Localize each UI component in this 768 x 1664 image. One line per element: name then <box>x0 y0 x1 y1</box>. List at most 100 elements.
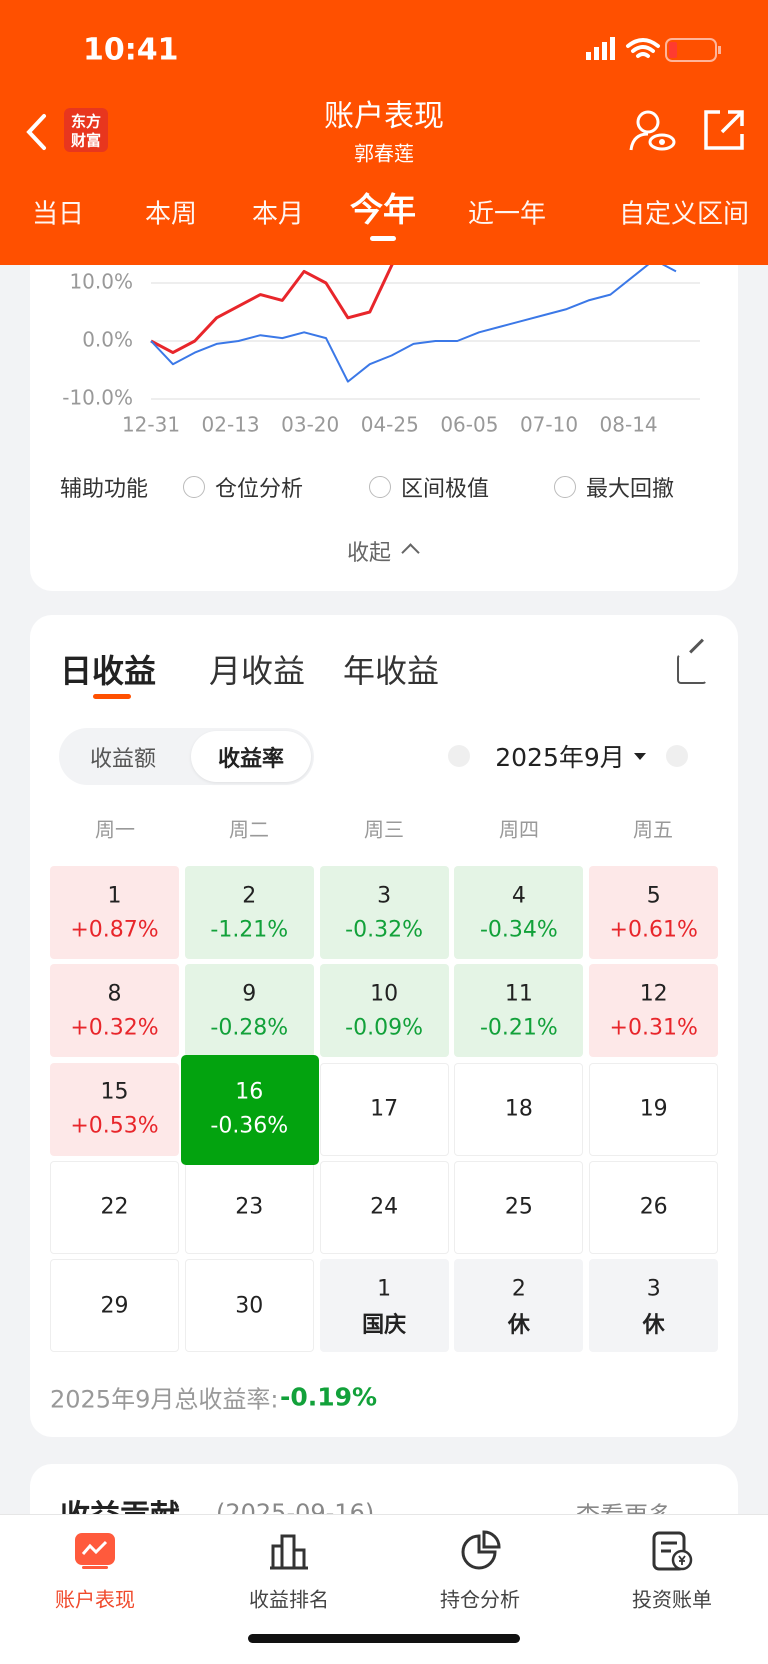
calendar-cell[interactable] <box>454 1259 584 1353</box>
calendar-cell[interactable] <box>50 866 179 959</box>
returns-tab[interactable]: 年收益 <box>343 652 440 690</box>
cell-day: 23 <box>235 1194 264 1220</box>
cell-day: 16 <box>235 1079 264 1105</box>
calendar-cell[interactable] <box>184 1160 314 1254</box>
cell-value: -0.36% <box>210 1113 289 1139</box>
cell-day: 9 <box>242 981 257 1007</box>
calendar-cell[interactable] <box>319 964 449 1058</box>
cell-value: -1.21% <box>210 917 289 942</box>
segment-option[interactable]: 收益率 <box>217 747 285 772</box>
calendar-cell[interactable] <box>589 1062 719 1156</box>
x-tick-label: 06-05 <box>440 413 498 437</box>
calendar-cell[interactable] <box>454 1062 584 1156</box>
cell-value: +0.31% <box>609 1015 698 1041</box>
cell-day: 2 <box>242 883 257 908</box>
cell-day: 18 <box>504 1096 533 1122</box>
radio-label[interactable]: 仓位分析 <box>215 477 304 502</box>
period-tab[interactable]: 今年 <box>350 190 416 229</box>
cell-day: 5 <box>646 883 661 908</box>
logo-text: 财富 <box>70 131 102 150</box>
calendar-cell[interactable] <box>184 866 314 959</box>
calendar-cell[interactable] <box>184 1259 314 1353</box>
returns-tab[interactable]: 月收益 <box>209 652 306 690</box>
calendar-cell[interactable] <box>50 1062 179 1156</box>
radio[interactable] <box>183 476 205 498</box>
period-tab[interactable]: 自定义区间 <box>618 199 750 230</box>
nav-icon <box>461 1530 501 1570</box>
tab-underline <box>370 236 396 241</box>
weekday: 周一 <box>95 817 135 842</box>
calendar-cell[interactable] <box>589 964 719 1058</box>
header: 10:41 东方 财富 账户表现 郭春莲 当日 本周 本月 今年 近一年 自定义区间 <box>0 0 768 265</box>
cell-value: +0.87% <box>70 917 159 942</box>
period-tab[interactable]: 当日 <box>31 199 85 230</box>
nav-item[interactable]: 投资账单 <box>632 1587 712 1612</box>
total-label: 2025年9月总收益率: <box>50 1385 279 1414</box>
calendar-cell[interactable] <box>589 866 719 959</box>
calendar-cell[interactable] <box>50 964 179 1058</box>
line-series <box>150 265 677 383</box>
status-icons <box>586 37 721 62</box>
period-tab[interactable]: 本月 <box>251 199 305 230</box>
month-label[interactable]: 2025年9月 <box>495 743 625 772</box>
radio[interactable] <box>554 476 576 498</box>
cell-value: +0.53% <box>70 1113 159 1139</box>
calendar-cell[interactable] <box>319 866 449 959</box>
calendar-cell[interactable] <box>454 1160 584 1254</box>
calendar-cell-selected[interactable] <box>180 1054 319 1165</box>
month-nav-button[interactable] <box>448 745 470 767</box>
back-button[interactable] <box>24 113 48 151</box>
cell-day: 3 <box>646 1276 661 1302</box>
calendar-cell[interactable] <box>319 1160 449 1254</box>
tools-label: 辅助功能 <box>60 477 149 502</box>
returns-tab[interactable]: 日收益 <box>60 652 157 690</box>
month-nav-button[interactable] <box>666 745 688 767</box>
cell-value: 休 <box>507 1312 530 1338</box>
cell-day: 30 <box>235 1293 264 1319</box>
cell-value: +0.32% <box>70 1015 159 1041</box>
tab-underline <box>93 694 131 699</box>
calendar-cell[interactable] <box>184 964 314 1058</box>
cell-value: -0.32% <box>345 917 424 942</box>
nav-item[interactable]: 持仓分析 <box>440 1587 520 1612</box>
calendar-cell[interactable] <box>319 1259 449 1353</box>
share-button[interactable] <box>677 654 707 684</box>
calendar-cell[interactable] <box>589 1259 719 1353</box>
nav-item[interactable]: 收益排名 <box>249 1587 329 1612</box>
radio-label[interactable]: 最大回撤 <box>586 477 675 502</box>
watch-icon[interactable] <box>628 108 678 154</box>
weekday: 周二 <box>229 817 269 842</box>
collapse-button[interactable]: 收起 <box>346 541 392 566</box>
calendar-cell[interactable] <box>319 1062 449 1156</box>
cell-day: 8 <box>107 981 122 1007</box>
x-tick-label: 12-31 <box>122 413 180 437</box>
x-tick-label: 04-25 <box>361 413 419 437</box>
radio-label[interactable]: 区间极值 <box>401 477 490 502</box>
page-subtitle: 郭春莲 <box>354 141 414 166</box>
cell-value: +0.61% <box>609 917 698 942</box>
share-icon[interactable] <box>702 108 746 152</box>
calendar-cell[interactable] <box>589 1160 719 1254</box>
period-tab[interactable]: 本周 <box>144 199 198 230</box>
period-tab[interactable]: 近一年 <box>467 199 547 230</box>
weekday: 周四 <box>499 817 539 842</box>
cell-day: 15 <box>100 1079 129 1105</box>
calendar-cell[interactable] <box>454 866 584 959</box>
y-tick-label: 10.0% <box>69 270 133 294</box>
cell-day: 12 <box>639 981 668 1007</box>
y-tick-label: -10.0% <box>62 386 133 410</box>
cell-value: -0.09% <box>345 1015 424 1041</box>
calendar-cell[interactable] <box>50 1259 179 1353</box>
month-dropdown <box>634 753 646 760</box>
cell-day: 1 <box>107 883 122 908</box>
segment-option[interactable]: 收益额 <box>89 747 157 772</box>
weekday: 周三 <box>364 817 404 842</box>
radio[interactable] <box>369 476 391 498</box>
nav-icon <box>75 1533 115 1569</box>
cell-value: 休 <box>642 1312 665 1338</box>
calendar-cell[interactable] <box>454 964 584 1058</box>
calendar-cell[interactable] <box>50 1160 179 1254</box>
nav-icon <box>652 1531 693 1571</box>
x-tick-label: 03-20 <box>281 413 339 437</box>
nav-item[interactable]: 账户表现 <box>55 1587 135 1612</box>
